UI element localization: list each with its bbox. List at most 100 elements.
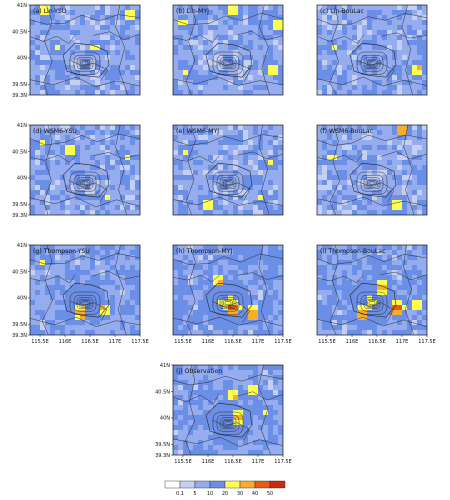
field-cell [100, 40, 106, 46]
field-cell [322, 90, 328, 95]
field-cell [268, 90, 274, 95]
field-cell [193, 305, 199, 311]
field-cell [248, 50, 254, 56]
field-cell [248, 165, 254, 171]
field-cell [178, 10, 184, 16]
field-cell [268, 260, 274, 266]
field-cell [45, 145, 51, 151]
field-cell [352, 185, 358, 191]
field-cell [110, 140, 116, 146]
field-cell [55, 45, 61, 51]
field-cell [203, 255, 209, 261]
field-cell [243, 260, 249, 266]
field-cell [253, 80, 259, 86]
field-cell [268, 20, 274, 26]
field-cell [105, 325, 111, 331]
field-cell [273, 445, 279, 451]
field-cell [45, 305, 51, 311]
field-cell [95, 270, 101, 276]
field-cell [422, 320, 427, 326]
field-cell [372, 165, 378, 171]
field-cell [327, 195, 333, 201]
field-cell [208, 40, 214, 46]
field-cell [45, 55, 51, 61]
field-cell [367, 280, 373, 286]
field-cell [253, 295, 259, 301]
field-cell [233, 65, 239, 71]
boundary-line [257, 365, 271, 455]
field-cell [203, 265, 209, 271]
field-cell [50, 150, 56, 156]
field-cell [130, 290, 136, 296]
field-cell [193, 255, 199, 261]
field-cell [173, 195, 179, 201]
field-cell [382, 90, 388, 95]
field-cell [80, 10, 86, 16]
field-cell [223, 380, 229, 386]
field-cell [238, 250, 244, 256]
field-cell [238, 135, 244, 141]
field-cell [352, 140, 358, 146]
field-cell [75, 265, 81, 271]
field-cell [45, 295, 51, 301]
field-cell [40, 310, 46, 316]
field-cell [115, 305, 121, 311]
field-cell [45, 205, 51, 211]
colorbar-swatch [269, 480, 286, 489]
field-cell [110, 275, 116, 281]
field-cell [213, 330, 219, 335]
field-cell [35, 20, 41, 26]
x-tick-label: 117.5E [274, 459, 291, 465]
field-cell [85, 165, 91, 171]
field-cell [85, 250, 91, 256]
field-cell [337, 260, 343, 266]
field-cell [233, 260, 239, 266]
field-cell [228, 85, 234, 91]
panel-frame [316, 4, 428, 96]
field-cell [223, 40, 229, 46]
field-cell [317, 325, 323, 331]
field-cell [193, 5, 199, 11]
field-cell [357, 50, 363, 56]
field-cell [322, 210, 328, 215]
field-cell [377, 25, 383, 31]
field-cell [402, 330, 408, 335]
field-cell [342, 245, 348, 251]
field-cell [208, 90, 214, 95]
field-cell [233, 250, 239, 256]
field-cell [50, 250, 56, 256]
field-cell [397, 195, 403, 201]
field-cell [30, 45, 36, 51]
field-cell [273, 425, 279, 431]
field-cell [85, 160, 91, 166]
field-cell [258, 20, 264, 26]
field-cell [238, 205, 244, 211]
field-cell [110, 35, 116, 41]
field-cell [397, 155, 403, 161]
field-cell [173, 25, 179, 31]
field-cell [263, 30, 269, 36]
field-cell [258, 190, 264, 196]
field-cell [188, 55, 194, 61]
field-cell [115, 210, 121, 215]
field-cell [70, 20, 76, 26]
field-cell [367, 135, 373, 141]
field-cell [218, 310, 224, 316]
field-cell [367, 80, 373, 86]
field-cell [198, 60, 204, 66]
field-cell [258, 170, 264, 176]
field-cell [188, 20, 194, 26]
field-cell [178, 270, 184, 276]
field-cell [362, 60, 368, 66]
field-cell [173, 70, 179, 76]
field-cell [95, 180, 101, 186]
field-cell [193, 270, 199, 276]
field-cell [30, 10, 36, 16]
field-cell [100, 255, 106, 261]
field-cell [120, 140, 126, 146]
field-cell [80, 210, 86, 215]
field-cell [80, 5, 86, 11]
field-cell [85, 270, 91, 276]
field-cell [248, 370, 254, 376]
field-cell [347, 85, 353, 91]
